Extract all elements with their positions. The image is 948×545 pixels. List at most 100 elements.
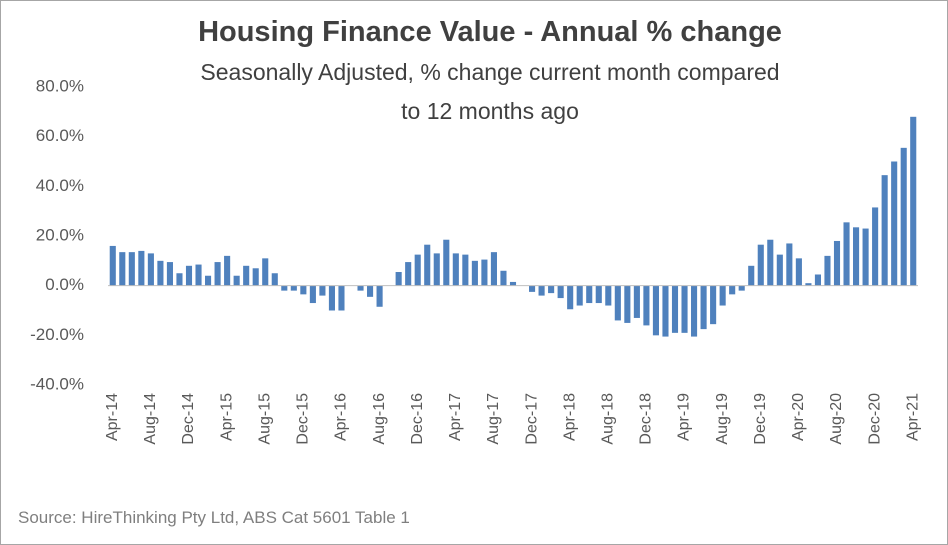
bar — [910, 116, 917, 286]
bar — [529, 285, 536, 292]
x-tick-label: Apr-16 — [333, 393, 350, 441]
chart-subtitle: Seasonally Adjusted, % change current mo… — [200, 59, 779, 85]
bar — [243, 265, 250, 286]
x-tick-label: Dec-20 — [866, 393, 883, 445]
x-tick-label: Apr-17 — [447, 393, 464, 441]
bar — [395, 272, 402, 286]
x-tick-label: Aug-19 — [714, 393, 731, 445]
bar — [710, 285, 717, 325]
bar — [214, 262, 221, 286]
y-tick-label: 0.0% — [45, 275, 84, 294]
bar — [757, 244, 764, 286]
bar — [633, 285, 640, 318]
bar — [872, 207, 879, 286]
bar — [138, 250, 145, 286]
bar — [176, 273, 183, 286]
bar — [490, 252, 497, 286]
bar — [719, 285, 726, 306]
bar — [624, 285, 631, 323]
bar — [576, 285, 583, 306]
bar — [729, 285, 736, 295]
bar — [795, 258, 802, 286]
bar — [605, 285, 612, 306]
x-tick-label: Apr-21 — [904, 393, 921, 441]
bar — [853, 227, 860, 286]
bar — [471, 260, 478, 286]
bar — [224, 255, 231, 286]
chart-title: Housing Finance Value - Annual % change — [198, 16, 782, 48]
y-tick-label: 20.0% — [36, 225, 84, 244]
bar — [328, 285, 335, 311]
x-tick-label: Dec-16 — [409, 393, 426, 445]
x-tick-label: Aug-15 — [256, 393, 273, 445]
bar — [319, 285, 326, 296]
bar — [290, 285, 297, 291]
bar — [119, 252, 126, 286]
bar — [157, 260, 164, 286]
bar — [405, 262, 412, 286]
bar — [586, 285, 593, 304]
bar — [786, 243, 793, 286]
bar — [738, 285, 745, 291]
bar — [262, 258, 269, 286]
bar — [767, 239, 774, 286]
bar — [538, 285, 545, 296]
bar — [748, 265, 755, 286]
x-tick-label: Apr-20 — [790, 393, 807, 441]
bar — [805, 283, 812, 286]
bar — [509, 281, 517, 286]
bar — [843, 222, 850, 286]
bar — [662, 285, 669, 337]
bar — [881, 175, 888, 286]
bar — [309, 285, 316, 304]
y-tick-label: 40.0% — [36, 176, 84, 195]
bar — [614, 285, 621, 321]
bar — [700, 285, 707, 330]
x-tick-label: Aug-20 — [828, 393, 845, 445]
bar — [357, 285, 364, 291]
x-tick-label: Dec-14 — [180, 393, 197, 445]
x-tick-label: Apr-18 — [561, 393, 578, 441]
source-note: Source: HireThinking Pty Ltd, ABS Cat 56… — [18, 508, 410, 527]
bar — [652, 285, 659, 336]
bar — [414, 254, 421, 286]
bar — [776, 254, 783, 286]
bar — [252, 268, 259, 286]
bar — [376, 285, 383, 307]
bar — [185, 265, 193, 286]
bar — [300, 285, 307, 295]
bar — [147, 253, 154, 286]
x-tick-label: Dec-17 — [523, 393, 540, 445]
bar — [891, 161, 898, 286]
bar — [452, 253, 459, 286]
x-tick-label: Aug-16 — [371, 393, 388, 445]
bar — [671, 285, 679, 333]
bar — [424, 244, 431, 286]
x-tick-label: Aug-18 — [600, 393, 617, 445]
chart-subtitle: to 12 months ago — [401, 98, 579, 124]
y-tick-label: 60.0% — [36, 126, 84, 145]
bar — [900, 147, 907, 286]
bar — [195, 264, 202, 286]
bar — [681, 285, 688, 333]
bar — [233, 275, 240, 286]
x-tick-label: Aug-17 — [485, 393, 502, 445]
bar — [833, 240, 841, 286]
bar — [443, 239, 450, 286]
y-tick-label: -20.0% — [30, 325, 84, 344]
bar — [548, 285, 555, 294]
y-tick-label: -40.0% — [30, 374, 84, 393]
bar — [481, 259, 488, 286]
bar — [367, 285, 374, 297]
bar — [338, 285, 345, 311]
x-tick-label: Dec-19 — [752, 393, 769, 445]
bar — [691, 285, 698, 337]
bar — [462, 254, 469, 286]
bar — [281, 285, 288, 291]
bar — [166, 262, 173, 286]
x-tick-label: Apr-14 — [104, 393, 121, 441]
x-tick-label: Dec-15 — [295, 393, 312, 445]
bar — [824, 255, 831, 286]
bar — [567, 285, 574, 310]
